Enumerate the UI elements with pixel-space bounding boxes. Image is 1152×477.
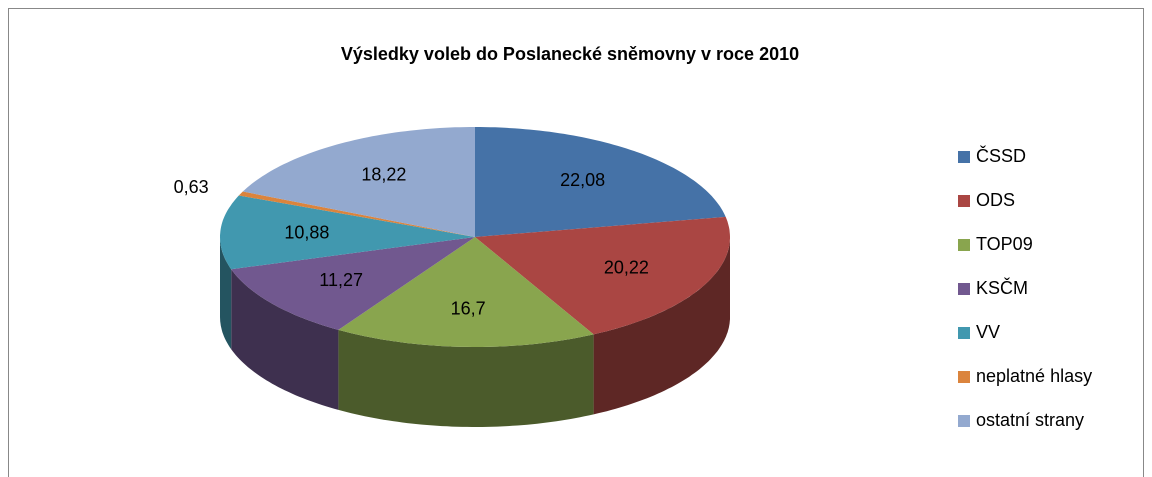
pie-slice bbox=[220, 195, 475, 270]
legend-swatch bbox=[958, 283, 970, 295]
pie-slice bbox=[475, 127, 726, 237]
legend-label: KSČM bbox=[976, 277, 1028, 298]
legend-label: ODS bbox=[976, 190, 1015, 210]
data-label: 0,63 bbox=[174, 177, 209, 197]
data-label: 11,27 bbox=[319, 270, 363, 290]
legend-swatch bbox=[958, 151, 970, 163]
legend-swatch bbox=[958, 371, 970, 383]
pie-slice bbox=[242, 127, 475, 237]
pie-slice-side bbox=[338, 329, 594, 427]
legend-swatch bbox=[958, 327, 970, 339]
pie-slice bbox=[231, 237, 475, 330]
legend-label: TOP09 bbox=[976, 234, 1033, 254]
data-label: 16,7 bbox=[451, 298, 486, 318]
pie-slice bbox=[238, 191, 475, 237]
legend-label: VV bbox=[976, 322, 1000, 342]
legend-label: ostatní strany bbox=[976, 410, 1084, 430]
legend-label: neplatné hlasy bbox=[976, 366, 1092, 386]
data-label: 10,88 bbox=[284, 223, 329, 243]
legend-swatch bbox=[958, 195, 970, 207]
data-label: 20,22 bbox=[604, 257, 649, 277]
pie-slice-side bbox=[231, 269, 339, 410]
legend-swatch bbox=[958, 239, 970, 251]
legend-label: ČSSD bbox=[976, 145, 1026, 166]
data-label: 22,08 bbox=[560, 170, 605, 190]
legend-swatch bbox=[958, 415, 970, 427]
data-label: 18,22 bbox=[361, 165, 406, 185]
pie-slice bbox=[475, 216, 730, 335]
pie-slice-side bbox=[593, 237, 730, 415]
chart-title: Výsledky voleb do Poslanecké sněmovny v … bbox=[341, 44, 799, 64]
pie-slice bbox=[338, 237, 594, 347]
